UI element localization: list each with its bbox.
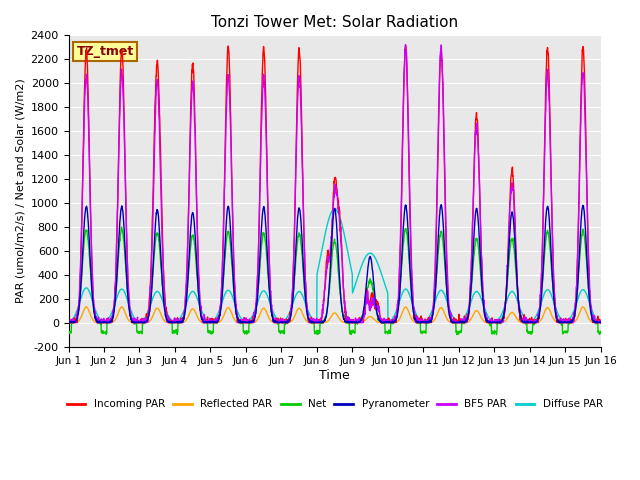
Y-axis label: PAR (umol/m2/s) / Net and Solar (W/m2): PAR (umol/m2/s) / Net and Solar (W/m2) (15, 79, 25, 303)
Legend: Incoming PAR, Reflected PAR, Net, Pyranometer, BF5 PAR, Diffuse PAR: Incoming PAR, Reflected PAR, Net, Pyrano… (62, 396, 607, 414)
Text: TZ_tmet: TZ_tmet (77, 45, 134, 58)
X-axis label: Time: Time (319, 369, 350, 382)
Title: Tonzi Tower Met: Solar Radiation: Tonzi Tower Met: Solar Radiation (211, 15, 458, 30)
